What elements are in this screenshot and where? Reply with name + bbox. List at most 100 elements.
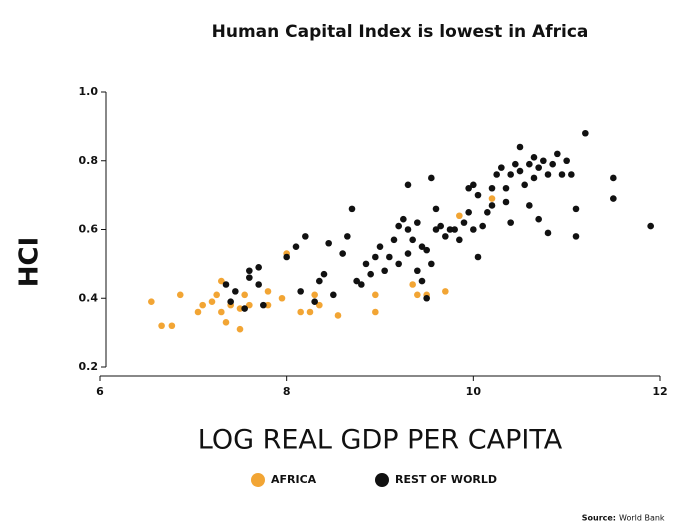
point — [456, 212, 463, 220]
y-tick-label: 0.6 — [79, 223, 99, 236]
y-axis-label: HCI — [15, 237, 45, 288]
point — [168, 322, 176, 330]
point — [610, 174, 617, 182]
x-axis-label: LOG REAL GDP PER CAPITA — [198, 425, 563, 456]
point — [376, 243, 384, 250]
point — [344, 233, 351, 240]
point — [148, 298, 155, 305]
point — [446, 226, 454, 233]
point — [414, 267, 421, 275]
point — [418, 243, 426, 250]
point — [404, 226, 412, 233]
point — [395, 222, 402, 230]
point — [442, 233, 449, 240]
point — [526, 202, 533, 209]
point — [409, 281, 416, 288]
point — [297, 308, 304, 316]
point — [535, 215, 542, 223]
point — [530, 174, 538, 182]
point — [260, 301, 267, 309]
point — [390, 236, 398, 244]
point — [647, 222, 654, 230]
legend-marker — [375, 473, 389, 487]
point — [297, 288, 304, 295]
source-name: World Bank — [619, 514, 665, 523]
point — [232, 288, 239, 295]
point — [498, 164, 505, 171]
point — [222, 319, 230, 326]
point — [306, 308, 314, 316]
point — [572, 233, 580, 240]
point — [372, 253, 379, 261]
point — [194, 308, 202, 316]
point — [367, 270, 374, 278]
point — [582, 129, 589, 137]
point — [236, 305, 244, 312]
point — [502, 184, 510, 192]
point — [428, 174, 435, 182]
point — [432, 205, 440, 213]
y-tick-label: 0.8 — [79, 154, 99, 167]
point — [544, 171, 552, 178]
point — [222, 281, 230, 288]
point — [386, 253, 393, 261]
x-tick-label: 8 — [283, 385, 291, 398]
point — [465, 184, 472, 192]
point — [208, 298, 216, 305]
point — [362, 260, 370, 268]
point — [292, 243, 300, 250]
point — [521, 181, 528, 189]
point — [213, 291, 220, 299]
point — [428, 260, 435, 268]
point — [278, 294, 286, 302]
point — [507, 171, 514, 178]
point — [488, 184, 496, 192]
point — [456, 236, 463, 244]
point — [311, 291, 318, 299]
point — [348, 205, 356, 213]
point — [246, 301, 253, 309]
y-tick-label: 0.4 — [79, 291, 99, 304]
point — [512, 160, 519, 168]
point — [488, 202, 496, 209]
legend-label: REST OF WORLD — [395, 473, 497, 486]
point — [241, 291, 248, 299]
point — [264, 301, 272, 309]
point — [432, 226, 440, 233]
point — [246, 267, 253, 275]
point — [255, 281, 262, 288]
point — [423, 246, 430, 254]
point — [558, 171, 566, 178]
point — [404, 250, 412, 257]
point — [218, 277, 225, 285]
point — [409, 236, 416, 244]
point — [474, 253, 482, 261]
point — [507, 219, 514, 226]
point — [334, 312, 342, 319]
point — [530, 154, 538, 161]
point — [381, 267, 388, 275]
point — [264, 288, 272, 295]
point — [395, 260, 402, 268]
x-tick-label: 10 — [466, 385, 482, 398]
legend-label: AFRICA — [271, 473, 317, 486]
point — [470, 226, 477, 233]
point — [353, 277, 360, 285]
point — [451, 226, 458, 233]
point — [437, 222, 444, 230]
point — [158, 322, 165, 330]
point — [176, 291, 184, 299]
point — [540, 157, 547, 165]
point — [474, 191, 482, 199]
point — [484, 209, 491, 216]
chart-title: Human Capital Index is lowest in Africa — [212, 22, 589, 42]
point — [325, 239, 332, 247]
x-tick-label: 12 — [652, 385, 667, 398]
point — [414, 219, 421, 226]
point — [316, 277, 323, 285]
point — [423, 294, 430, 302]
point — [241, 305, 248, 312]
point — [302, 233, 309, 240]
point — [516, 167, 524, 175]
